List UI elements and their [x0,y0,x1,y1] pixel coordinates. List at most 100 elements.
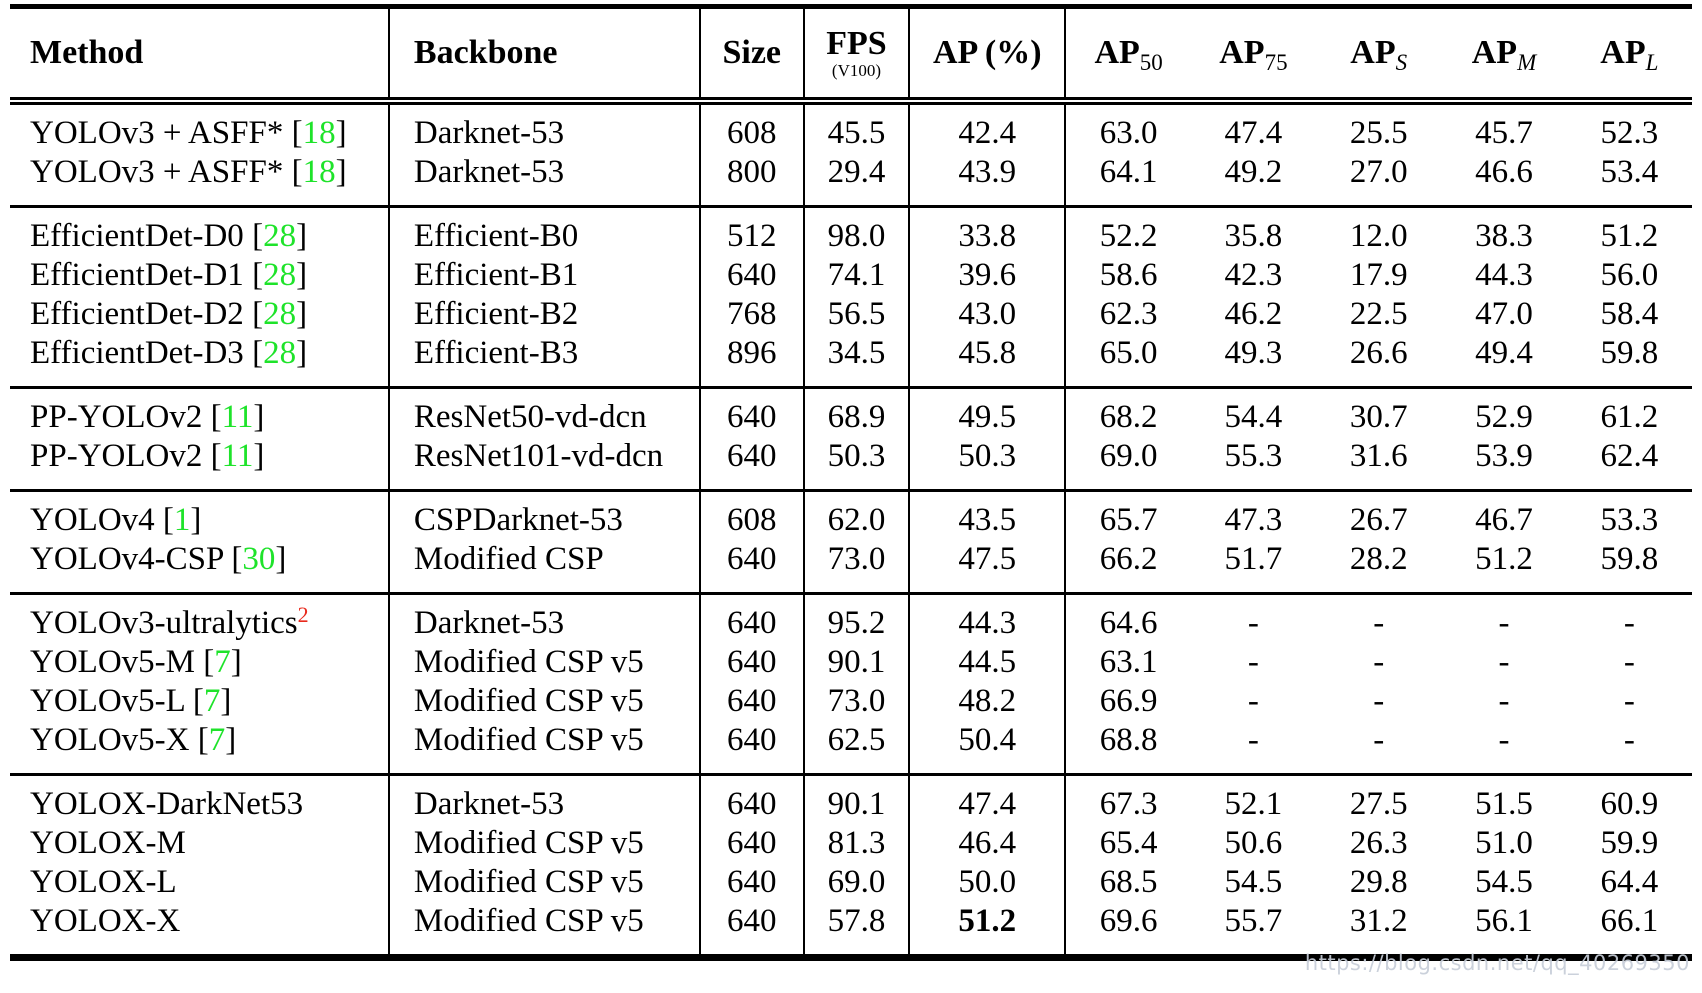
size-cell: 640 [699,774,805,824]
aps-cell: 17.9 [1349,257,1408,293]
ap75-cell: 50.6 [1224,825,1283,861]
backbone-cell: CSPDarknet-53 [388,490,701,540]
watermark-url: https://blog.csdn.net/qq_40269350 [1304,951,1690,975]
backbone-cell: Efficient-B2 [388,295,701,334]
size-cell: 640 [699,643,805,682]
table-group: EfficientDet-D0 [28] Efficient-B0 512 98… [10,206,1692,388]
table-row: EfficientDet-D2 [28] Efficient-B2 768 56… [10,295,1692,334]
apl-cell: 64.4 [1600,864,1659,900]
fps-cell: 45.5 [803,101,911,153]
ap75-cell: - [1247,683,1259,719]
col-header-fps: FPS (V100) [803,6,911,105]
method-cell: YOLOv5-L [7] [10,682,390,721]
table-header: Method Backbone Size FPS (V100) AP (%) A… [10,6,1692,105]
method-cell: YOLOv4-CSP [30] [10,540,390,594]
fps-cell: 73.0 [803,540,911,594]
table-row: YOLOv5-X [7] Modified CSP v5 640 62.5 50… [10,721,1692,775]
ap75-cell: 46.2 [1224,296,1283,332]
ap50-cell: 68.8 [1099,722,1158,758]
ap-cell: 43.9 [909,153,1067,207]
ap-cell: 48.2 [909,682,1067,721]
method-cell: YOLOX-L [10,863,390,902]
col-header-ap: AP (%) [909,6,1067,105]
method-cell: YOLOv3-ultralytics2 [10,593,390,643]
apm-cell: 54.5 [1475,864,1533,900]
ap-cell: 49.5 [909,387,1067,437]
ap75-cell: 51.7 [1224,541,1283,577]
citation-number: 18 [302,115,336,151]
aps-cell: 30.7 [1349,399,1408,435]
table-group: PP-YOLOv2 [11] ResNet50-vd-dcn 640 68.9 … [10,387,1692,491]
table-group: YOLOv4 [1] CSPDarknet-53 608 62.0 43.5 6… [10,490,1692,594]
apl-cell: 59.9 [1600,825,1659,861]
citation-number: 1 [173,502,191,538]
backbone-cell: Modified CSP v5 [388,824,701,863]
col-header-apm: APM [1441,6,1567,105]
ap75-cell: 55.3 [1224,438,1283,474]
apl-cell: - [1623,722,1635,758]
apl-cell: 61.2 [1600,399,1659,435]
fps-cell: 50.3 [803,437,911,491]
ap50-cell: 69.6 [1099,903,1158,939]
ap-cell: 44.5 [909,643,1067,682]
ap75-cell: 49.2 [1224,154,1283,190]
aps-cell: 27.5 [1349,786,1408,822]
citation-number: 18 [302,154,336,190]
aps-cell: - [1373,644,1385,680]
ap75-cell: - [1247,644,1259,680]
citation-number: 28 [263,257,297,293]
backbone-cell: Modified CSP v5 [388,902,701,958]
fps-cell: 90.1 [803,643,911,682]
ap-cell: 50.3 [909,437,1067,491]
ap75-cell: 47.3 [1224,502,1283,538]
size-cell: 640 [699,437,805,491]
col-header-backbone: Backbone [388,6,701,105]
ap75-cell: 54.4 [1224,399,1283,435]
method-cell: YOLOX-M [10,824,390,863]
ap50-cell: 52.2 [1099,218,1158,254]
citation-number: 28 [263,335,297,371]
method-cell: YOLOX-X [10,902,390,958]
ap50-cell: 68.2 [1099,399,1158,435]
method-cell: YOLOv5-M [7] [10,643,390,682]
header-row: Method Backbone Size FPS (V100) AP (%) A… [10,6,1692,105]
fps-cell: 62.0 [803,490,911,540]
apm-cell: 52.9 [1475,399,1533,435]
fps-cell: 34.5 [803,334,911,388]
apm-cell: 51.5 [1475,786,1533,822]
table-group: YOLOX-DarkNet53 Darknet-53 640 90.1 47.4… [10,774,1692,958]
apl-cell: 62.4 [1600,438,1659,474]
apl-cell: 52.3 [1600,115,1659,151]
backbone-cell: ResNet101-vd-dcn [388,437,701,491]
size-cell: 640 [699,682,805,721]
citation-number: 11 [221,438,254,474]
ap-cell: 45.8 [909,334,1067,388]
table-row: PP-YOLOv2 [11] ResNet50-vd-dcn 640 68.9 … [10,387,1692,437]
ap50-cell: 64.1 [1099,154,1158,190]
apl-cell: 59.8 [1600,541,1659,577]
fps-cell: 81.3 [803,824,911,863]
col-header-apl: APL [1566,6,1692,105]
fps-cell: 62.5 [803,721,911,775]
backbone-cell: Modified CSP v5 [388,721,701,775]
apm-cell: 45.7 [1475,115,1533,151]
aps-cell: - [1373,683,1385,719]
table-row: EfficientDet-D1 [28] Efficient-B1 640 74… [10,256,1692,295]
ap75-cell: 42.3 [1224,257,1283,293]
fps-cell: 57.8 [803,902,911,958]
size-cell: 640 [699,721,805,775]
backbone-cell: Modified CSP [388,540,701,594]
ap50-cell: 63.1 [1099,644,1158,680]
table-row: YOLOv4 [1] CSPDarknet-53 608 62.0 43.5 6… [10,490,1692,540]
backbone-cell: Modified CSP v5 [388,682,701,721]
size-cell: 640 [699,387,805,437]
ap-cell: 43.0 [909,295,1067,334]
table-row: YOLOv5-L [7] Modified CSP v5 640 73.0 48… [10,682,1692,721]
ap50-cell: 65.7 [1099,502,1158,538]
fps-cell: 90.1 [803,774,911,824]
apm-cell: 53.9 [1475,438,1533,474]
ap-cell: 42.4 [909,101,1067,153]
fps-cell: 56.5 [803,295,911,334]
size-cell: 640 [699,593,805,643]
